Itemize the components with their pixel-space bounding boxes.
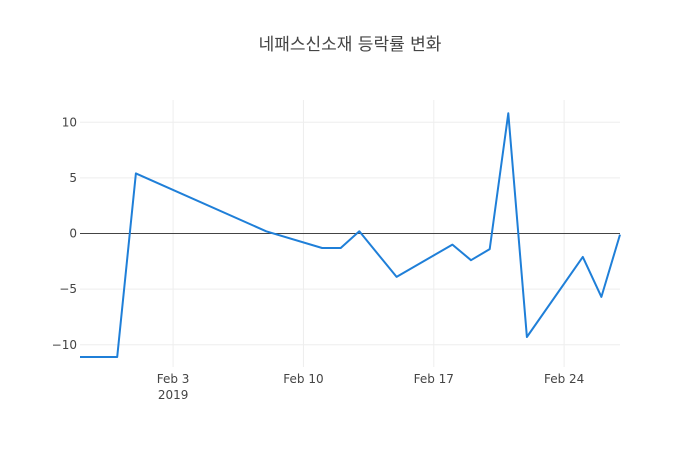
series-line [80, 112, 621, 358]
data-point [619, 234, 621, 236]
chart-title: 네패스신소재 등락률 변화 [259, 35, 442, 55]
y-tick-label: −10 [52, 338, 77, 352]
y-tick-label: 0 [69, 227, 77, 241]
axes: Feb 3 2019 Feb 10 Feb 17 Feb 24 10 5 0 −5 −10 [52, 115, 620, 402]
y-tick-label: −5 [59, 282, 77, 296]
data-point [79, 356, 81, 358]
series-layer [79, 112, 621, 358]
x-tick-sublabel: 2019 [158, 388, 189, 402]
data-point [582, 256, 584, 258]
data-point [526, 336, 528, 338]
x-tick-label: Feb 24 [544, 372, 584, 386]
data-point [265, 230, 267, 232]
data-point [507, 112, 509, 114]
gridlines [80, 100, 620, 367]
data-point [600, 296, 602, 298]
data-point [321, 247, 323, 249]
data-point [358, 230, 360, 232]
data-point [451, 244, 453, 246]
data-point [98, 356, 100, 358]
data-point [489, 248, 491, 250]
data-point [340, 247, 342, 249]
x-tick-label: Feb 3 [157, 372, 190, 386]
data-point [116, 356, 118, 358]
data-point [135, 172, 137, 174]
y-tick-label: 5 [69, 171, 77, 185]
data-point [396, 276, 398, 278]
data-point [470, 259, 472, 261]
x-tick-label: Feb 17 [414, 372, 454, 386]
x-tick-label: Feb 10 [283, 372, 323, 386]
y-tick-label: 10 [62, 115, 77, 129]
